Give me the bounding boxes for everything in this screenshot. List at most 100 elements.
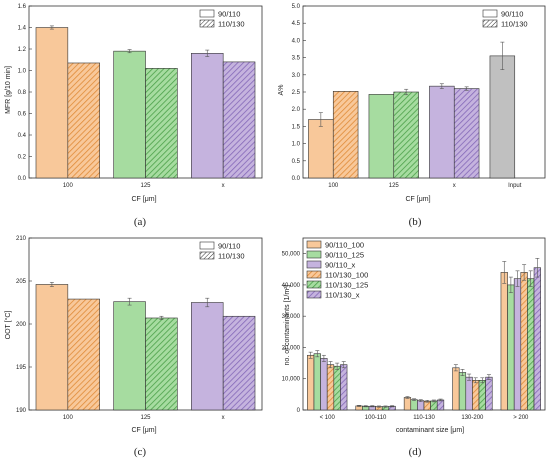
panel-b-caption: (b)	[409, 216, 422, 228]
legend-label: 90/110	[501, 10, 523, 19]
bar	[326, 364, 335, 411]
y-tick-label: 2.0	[292, 107, 301, 113]
bar	[332, 91, 359, 179]
bar	[527, 278, 535, 411]
bar	[452, 367, 460, 411]
bar	[145, 317, 178, 411]
bar	[67, 298, 100, 411]
x-tick-label: x	[222, 415, 225, 421]
legend-swatch	[199, 19, 215, 28]
bar	[436, 399, 445, 411]
legend-swatch	[306, 270, 322, 279]
y-tick-label: 1.2	[18, 47, 27, 53]
bar	[472, 379, 480, 411]
legend-swatch	[482, 9, 498, 18]
y-tick-label: 1.5	[292, 124, 301, 130]
chart-b: 0.0 0.5 1.0 1.5 2.0 2.5 3.0 3.5 4.0 4.5 5.0 100 125 x…	[292, 4, 546, 189]
legend-swatch	[199, 9, 215, 18]
panel-d-ylabel: no. of contaminants [1/m²]	[284, 284, 291, 365]
panel-c-xlabel: CF [μm]	[131, 427, 156, 434]
legend-label: 110/130	[218, 20, 245, 29]
y-tick-label: 0.8	[18, 90, 27, 96]
legend-swatch	[306, 260, 322, 269]
x-tick-label: x	[453, 183, 456, 189]
y-tick-label: 4.5	[292, 21, 301, 27]
panel-d-xlabel: contaminant size [μm]	[396, 427, 464, 434]
y-tick-label: 205	[16, 279, 27, 285]
panel-c-caption: (c)	[134, 446, 147, 458]
panel-b: CF [μm] A% (b)	[278, 85, 431, 228]
bar	[520, 272, 528, 411]
plot-layer: 0.0 0.2 0.4 0.6 0.8 1.0 1.2 1.4 1.6 100 125 x 90/110…	[16, 4, 546, 421]
panel-d: contaminant size [μm] no. of contaminant…	[284, 284, 464, 458]
y-tick-label: 0.6	[18, 112, 27, 118]
bar	[513, 278, 522, 411]
y-tick-label: 40,000	[282, 283, 301, 289]
y-tick-label: 20,000	[282, 345, 301, 351]
y-tick-label: 10,000	[282, 377, 301, 383]
panel-b-ylabel: A%	[278, 85, 285, 96]
panel-a: CF [μm] MFR [g/10 min] (a)	[5, 66, 157, 228]
panel-c-ylabel: OOT [°C]	[4, 311, 12, 340]
y-tick-label: 1.6	[18, 4, 27, 10]
legend-label: 90/110	[218, 242, 240, 251]
panel-a-xlabel: CF [μm]	[131, 196, 156, 203]
y-tick-label: 0	[297, 408, 301, 414]
bar	[485, 376, 493, 411]
y-tick-label: 2.5	[292, 90, 301, 96]
y-tick-label: 30,000	[282, 314, 301, 320]
bar	[35, 284, 69, 411]
x-tick-label: 100	[63, 183, 74, 189]
bar	[465, 376, 473, 411]
legend-swatch	[306, 280, 322, 289]
bar	[35, 27, 69, 179]
legend-label: 90/110_x	[325, 261, 356, 270]
bar	[145, 68, 178, 179]
x-tick-label: 125	[389, 183, 400, 189]
bar	[222, 61, 256, 179]
y-tick-label: 3.0	[292, 73, 301, 79]
bar	[458, 372, 467, 411]
panel-b-xlabel: CF [μm]	[405, 196, 430, 203]
y-tick-label: 195	[16, 365, 27, 371]
legend-swatch	[482, 19, 498, 28]
chart-a: 0.0 0.2 0.4 0.6 0.8 1.0 1.2 1.4 1.6 100 125 x 90/110…	[18, 4, 263, 189]
y-tick-label: 1.4	[18, 26, 27, 32]
y-tick-label: 0.2	[18, 155, 27, 161]
bar	[417, 400, 425, 411]
legend-swatch	[199, 241, 215, 250]
panel-c: CF [μm] OOT [°C] (c)	[4, 311, 157, 458]
legend-swatch	[199, 251, 215, 260]
panel-a-caption: (a)	[134, 216, 147, 228]
x-tick-label: 110-130	[413, 415, 435, 421]
bar	[307, 354, 315, 411]
bar	[67, 62, 100, 179]
legend-label: 90/110	[218, 10, 240, 19]
y-tick-label: 0.0	[292, 176, 301, 182]
y-tick-label: 0.5	[292, 159, 301, 165]
bar	[191, 52, 224, 179]
y-tick-label: 0.0	[18, 176, 27, 182]
x-tick-label: x	[222, 183, 225, 189]
legend-label: 110/130_x	[325, 291, 360, 300]
legend-label: 90/110_125	[325, 251, 364, 260]
bar	[533, 267, 541, 411]
bar	[320, 358, 328, 411]
chart-d: 0 10,000 20,000 30,000 40,000 50,000 < 100 100-…	[282, 237, 546, 421]
x-tick-label: > 200	[513, 415, 529, 421]
y-tick-label: 1.0	[292, 142, 301, 148]
legend-label: 90/110_100	[325, 241, 364, 250]
x-tick-label: 100-110	[365, 415, 387, 421]
bar	[113, 50, 146, 179]
bar	[191, 302, 224, 411]
legend-label: 110/130	[501, 20, 528, 29]
x-tick-label: 100	[63, 415, 74, 421]
y-tick-label: 5.0	[292, 4, 301, 10]
legend-label: 110/130_100	[325, 271, 368, 280]
bar	[113, 301, 146, 411]
legend-swatch	[306, 290, 322, 299]
bar	[429, 85, 455, 179]
bar	[403, 397, 412, 411]
legend-swatch	[306, 240, 322, 249]
